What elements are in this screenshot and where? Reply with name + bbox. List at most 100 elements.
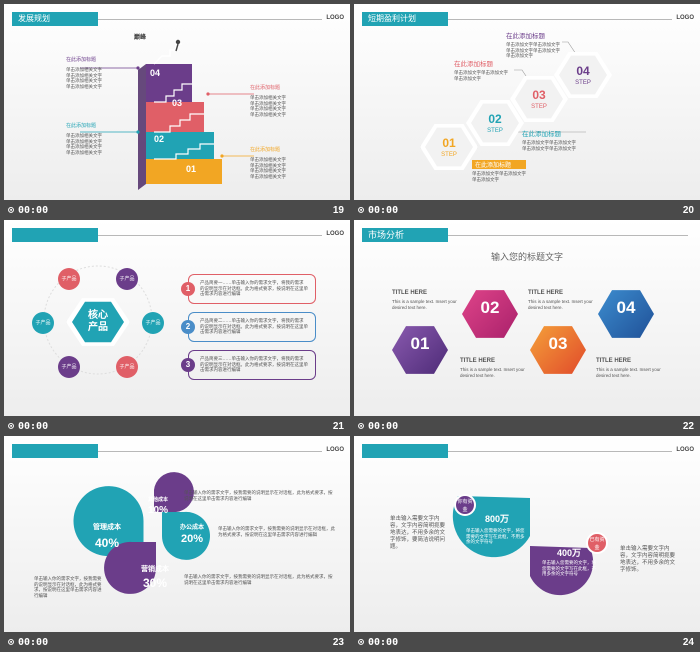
block-desc: This is a sample text. Insert your desir… <box>596 367 661 378</box>
callout-line: 单击添加文字单击添加文字 <box>454 70 508 75</box>
stairs-graphic <box>80 39 254 190</box>
timestamp: 00:00 <box>368 637 399 648</box>
logo: LOGO <box>676 15 694 21</box>
header-divider <box>448 235 688 236</box>
slide-header: 发展规划 <box>12 12 98 26</box>
petal-label: 营销成本 <box>141 566 169 573</box>
drop-desc: 单击输入您需要的文字，将您需要的文字写在此框，不用多余的文字符号 <box>542 560 596 576</box>
sub-product-node[interactable]: 子产品 <box>116 356 138 378</box>
block-desc: This is a sample text. Insert your desir… <box>528 299 593 310</box>
callout-line: 单击添加相关文字 <box>250 95 286 100</box>
sub-product-node[interactable]: 子产品 <box>116 268 138 290</box>
callout-01: 在此添加标题 单击添加相关文字 单击添加相关文字 单击添加相关文字 单击添加相关… <box>250 146 286 179</box>
callout-line: 单击添加相关文字 <box>66 72 102 78</box>
slide-22-card[interactable]: 市场分析 输入您的标题文字 01 02 03 04 TITLE HERE Thi… <box>354 220 700 436</box>
text-block-04: TITLE HERE This is a sample text. Insert… <box>596 358 662 378</box>
callout-title: 在此添加标题 <box>472 160 526 169</box>
sub-product-node[interactable]: 子产品 <box>142 312 164 334</box>
step-01-number: 01 <box>442 136 456 150</box>
slide-21-card[interactable]: LOGO 核心 产品 子产品 子产品 子产品 子产品 子产品 子产品 1 产品简… <box>4 220 350 436</box>
callout-line: 单击添加相关文字 <box>66 67 102 72</box>
sub-product-node[interactable]: 子产品 <box>58 268 80 290</box>
slide-number: 22 <box>682 421 694 432</box>
timestamp: 00:00 <box>18 421 49 432</box>
clock-icon: ⊙ <box>8 637 15 648</box>
step-02-number: 02 <box>488 112 502 126</box>
text-block-02: TITLE HERE This is a sample text. Insert… <box>528 290 594 310</box>
block-title: TITLE HERE <box>392 290 428 296</box>
block-desc: This is a sample text. Insert your desir… <box>392 299 457 310</box>
step-03-number: 03 <box>532 88 546 102</box>
callout-line: 单击添加相关文字 <box>250 173 286 179</box>
slide-19-card[interactable]: 发展规划 LOGO <box>4 4 350 220</box>
stair-block-01 <box>146 159 222 184</box>
block-title: TITLE HERE <box>596 358 632 364</box>
right-text: 单击输入需要文字内容，文字内容简明扼要地表达，不用多余的文字修饰。 <box>620 546 676 573</box>
callout-line: 单击添加相关文字 <box>66 83 102 89</box>
climber-icon <box>175 39 181 45</box>
slide-20[interactable]: 短期盈利计划 LOGO 01 STEP 02 STEP 03 STEP <box>354 4 700 200</box>
step-04-number: 04 <box>150 68 161 78</box>
slide-number: 19 <box>332 205 344 216</box>
slide-23-card[interactable]: LOGO 管理成本 40% 其他成本 10% 办公成本 20% 营销成本 <box>4 436 350 652</box>
block-title: TITLE HERE <box>460 358 496 364</box>
petal-chart <box>73 472 210 594</box>
desc-text: 单击输入你的需求文字，按我需要的说明显示在对话框，此为格式要求，按说明在这里单击… <box>184 574 333 585</box>
clock-icon: ⊙ <box>8 421 15 432</box>
slide-24-card[interactable]: LOGO 你有资金 800万 单击输入您需要的文字，将您需要的文字写在此框，不用… <box>354 436 700 652</box>
slide-number: 23 <box>332 637 344 648</box>
step-01-number: 01 <box>186 164 197 174</box>
petal-value: 40% <box>94 536 120 550</box>
slide-footer: ⊙ 00:00 19 <box>4 200 350 220</box>
callout-title: 在此添加标题 <box>506 33 545 40</box>
slide-24[interactable]: LOGO 你有资金 800万 单击输入您需要的文字，将您需要的文字写在此框，不用… <box>354 436 700 632</box>
petal-value: 10% <box>147 505 168 516</box>
callout-title: 在此添加标题 <box>66 57 97 63</box>
petal-label: 其他成本 <box>147 497 168 503</box>
hex-01-number: 01 <box>410 334 430 353</box>
sub-product-node[interactable]: 子产品 <box>58 356 80 378</box>
slide-header: 短期盈利计划 <box>362 12 448 26</box>
slide-22[interactable]: 市场分析 输入您的标题文字 01 02 03 04 TITLE HERE Thi… <box>354 220 700 416</box>
callout-line: 单击添加文字单击添加文字 <box>522 145 576 151</box>
step-01-label: STEP <box>441 152 457 158</box>
slide-23[interactable]: LOGO 管理成本 40% 其他成本 10% 办公成本 20% 营销成本 <box>4 436 350 632</box>
slide-19[interactable]: 发展规划 LOGO <box>4 4 350 200</box>
callout-04: 在此添加标题 单击添加文字单击添加文字 单击添加文字单击添加文字 单击添加文字 <box>506 30 560 59</box>
callout-line: 单击添加相关文字 <box>66 144 102 149</box>
step-02-number: 02 <box>154 134 165 144</box>
callout-01: 在此添加标题 单击添加文字单击添加文字 单击添加文字 <box>472 160 526 182</box>
callout-line: 单击添加文字单击添加文字 <box>506 47 560 53</box>
logo: LOGO <box>676 447 694 453</box>
header-divider <box>98 451 322 452</box>
left-text: 单击输入需要文字内容，文字内容简明扼要地表达，不用多余的文字修饰，要简洁说明问题… <box>390 516 446 550</box>
core-label: 核心 产品 <box>88 310 108 333</box>
petal-office <box>162 511 210 560</box>
slide-21[interactable]: LOGO 核心 产品 子产品 子产品 子产品 子产品 子产品 子产品 1 产品简… <box>4 220 350 416</box>
item-line: 产品简要一……单击输入你的需求文字，将我的需求 <box>200 280 304 285</box>
badge-existing: 已有资金 <box>586 532 608 554</box>
slide-header-bar <box>362 444 448 458</box>
slide-number: 24 <box>682 637 694 648</box>
slide-footer: ⊙ 00:00 20 <box>354 200 700 220</box>
hex-02 <box>462 290 518 338</box>
text-block-01: TITLE HERE This is a sample text. Insert… <box>392 290 458 310</box>
sub-product-node[interactable]: 子产品 <box>32 312 54 334</box>
callout-line: 单击添加相关文字 <box>250 106 286 111</box>
step-03-label: STEP <box>531 104 547 110</box>
block-title: TITLE HERE <box>528 290 564 296</box>
item-line: 产品简要二……单击输入你的需求文字，将我的需求 <box>200 318 304 323</box>
callout-line: 单击添加相关文字 <box>250 168 286 173</box>
slide-number: 21 <box>332 421 344 432</box>
clock-icon: ⊙ <box>358 637 365 648</box>
slide-20-card[interactable]: 短期盈利计划 LOGO 01 STEP 02 STEP 03 STEP <box>354 4 700 220</box>
slide-footer: ⊙ 00:00 23 <box>4 632 350 652</box>
hex-03-number: 03 <box>548 334 568 353</box>
step-04-label: STEP <box>575 80 591 86</box>
callout-line: 单击添加文字 <box>472 176 499 182</box>
clock-icon: ⊙ <box>8 205 15 216</box>
value-800: 800万 <box>484 514 510 524</box>
header-divider <box>448 19 672 20</box>
petal-value: 30% <box>142 576 168 590</box>
